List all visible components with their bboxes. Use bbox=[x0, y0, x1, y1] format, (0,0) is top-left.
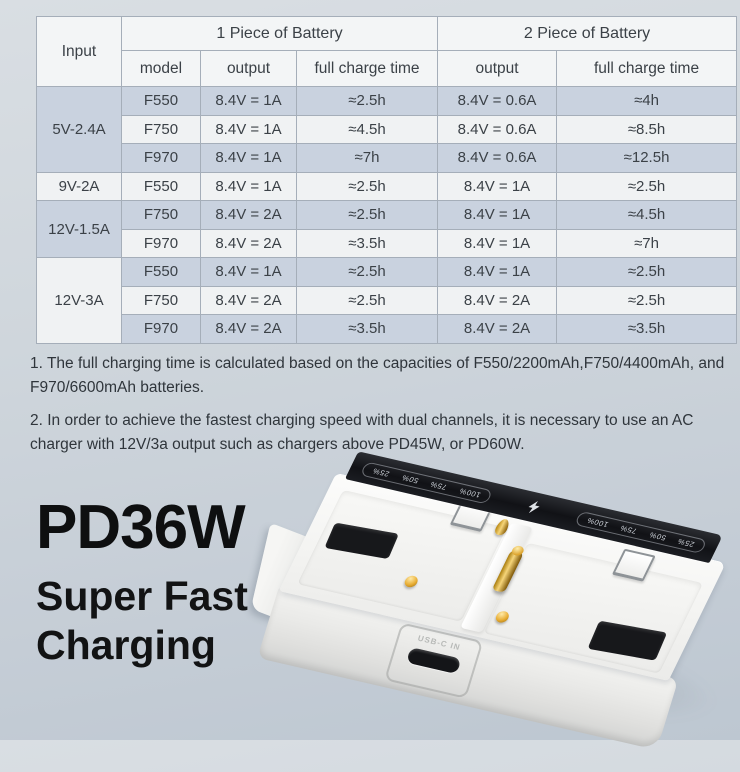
charge-indicator-strip: 25% 50% 75% 100% 100% 75% 50% 25% bbox=[344, 451, 723, 564]
headline: PD36W Super Fast Charging bbox=[36, 496, 248, 670]
input-group-5v: 5V-2.4A bbox=[36, 86, 122, 173]
table-row: F970 8.4V = 1A ≈7h 8.4V = 0.6A ≈12.5h bbox=[37, 143, 738, 173]
cell-time-2: ≈2.5h bbox=[556, 257, 738, 287]
cell-output-1: 8.4V = 1A bbox=[200, 143, 297, 173]
input-group-12v-15: 12V-1.5A bbox=[36, 200, 122, 258]
cell-output-2: 8.4V = 0.6A bbox=[437, 86, 558, 116]
cell-model: F750 bbox=[121, 200, 201, 230]
table-row: F750 8.4V = 1A ≈4.5h 8.4V = 0.6A ≈8.5h bbox=[37, 114, 738, 144]
cell-time-2: ≈4h bbox=[556, 86, 738, 116]
table-row: F970 8.4V = 2A ≈3.5h 8.4V = 1A ≈7h bbox=[37, 228, 738, 258]
header-full-charge-time-2: full charge time bbox=[556, 50, 738, 87]
cell-time-2: ≈3.5h bbox=[556, 314, 738, 344]
battery-slot-icon bbox=[324, 522, 399, 560]
header-group-1-piece: 1 Piece of Battery bbox=[120, 16, 439, 51]
battery-clip-icon bbox=[611, 548, 656, 582]
cell-output-1: 8.4V = 2A bbox=[200, 314, 297, 344]
cell-model: F550 bbox=[121, 86, 201, 116]
cell-time-1: ≈2.5h bbox=[295, 86, 439, 116]
cell-output-1: 8.4V = 1A bbox=[200, 114, 297, 144]
cell-output-1: 8.4V = 2A bbox=[200, 200, 297, 230]
cell-time-2: ≈2.5h bbox=[556, 285, 738, 315]
header-group-2-piece: 2 Piece of Battery bbox=[437, 16, 738, 51]
cell-time-2: ≈8.5h bbox=[556, 114, 738, 144]
cell-model: F750 bbox=[121, 285, 201, 315]
table-row: 5V-2.4A F550 8.4V = 1A ≈2.5h 8.4V = 0.6A… bbox=[36, 86, 738, 173]
cell-output-1: 8.4V = 1A bbox=[200, 257, 297, 287]
table-row: 9V-2A F550 8.4V = 1A ≈2.5h 8.4V = 1A ≈2.… bbox=[36, 171, 738, 201]
cell-time-2: ≈7h bbox=[556, 228, 738, 258]
note-2: 2. In order to achieve the fastest charg… bbox=[30, 412, 694, 453]
header-model: model bbox=[121, 50, 201, 87]
cell-time-1: ≈2.5h bbox=[295, 171, 439, 201]
cell-time-1: ≈4.5h bbox=[295, 114, 439, 144]
product-title: PD36W bbox=[36, 493, 246, 562]
contact-pin-icon bbox=[402, 574, 420, 589]
cell-output-1: 8.4V = 2A bbox=[200, 228, 297, 258]
percent-label: 50% bbox=[647, 529, 668, 542]
cell-time-1: ≈7h bbox=[295, 143, 439, 173]
cell-model: F970 bbox=[121, 228, 201, 258]
cell-output-1: 8.4V = 1A bbox=[200, 86, 297, 116]
lightning-bolt-icon bbox=[528, 500, 540, 514]
percent-label: 50% bbox=[399, 472, 420, 485]
percent-label: 100% bbox=[457, 485, 483, 499]
cell-output-2: 8.4V = 1A bbox=[437, 171, 558, 201]
percent-label: 25% bbox=[676, 536, 697, 549]
cell-output-1: 8.4V = 1A bbox=[200, 171, 297, 201]
cell-time-2: ≈12.5h bbox=[556, 143, 738, 173]
cell-time-1: ≈2.5h bbox=[295, 257, 439, 287]
cell-time-1: ≈3.5h bbox=[295, 314, 439, 344]
percent-label: 75% bbox=[428, 479, 449, 492]
input-group-9v: 9V-2A bbox=[36, 171, 122, 201]
cell-output-2: 8.4V = 0.6A bbox=[437, 143, 558, 173]
input-group-12v-3: 12V-3A bbox=[36, 257, 122, 344]
cell-output-2: 8.4V = 0.6A bbox=[437, 114, 558, 144]
contact-pin-icon bbox=[493, 610, 511, 624]
cell-time-1: ≈3.5h bbox=[295, 228, 439, 258]
percent-label: 100% bbox=[585, 515, 611, 529]
note-1: 1. The full charging time is calculated … bbox=[30, 355, 725, 396]
table-row: F970 8.4V = 2A ≈3.5h 8.4V = 2A ≈3.5h bbox=[37, 314, 738, 344]
cell-time-2: ≈4.5h bbox=[556, 200, 738, 230]
cell-output-2: 8.4V = 1A bbox=[437, 257, 558, 287]
product-subtitle-line1: Super Fast bbox=[36, 573, 248, 619]
cell-output-2: 8.4V = 2A bbox=[437, 314, 558, 344]
cell-model: F550 bbox=[121, 257, 201, 287]
cell-output-1: 8.4V = 2A bbox=[200, 285, 297, 315]
table-row: 12V-1.5A F750 8.4V = 2A ≈2.5h 8.4V = 1A … bbox=[36, 200, 738, 258]
header-output-1: output bbox=[200, 50, 297, 87]
cell-model: F970 bbox=[121, 314, 201, 344]
header-input: Input bbox=[36, 16, 122, 87]
cell-output-2: 8.4V = 1A bbox=[437, 200, 558, 230]
charger-photo: USB-C IN 25% 50% 75% bbox=[250, 439, 727, 767]
spec-table: Input 1 Piece of Battery 2 Piece of Batt… bbox=[36, 16, 738, 344]
usb-c-port-icon bbox=[406, 647, 462, 675]
footnotes: 1. The full charging time is calculated … bbox=[30, 352, 732, 466]
cell-model: F550 bbox=[121, 171, 201, 201]
cell-time-1: ≈2.5h bbox=[295, 200, 439, 230]
cell-output-2: 8.4V = 2A bbox=[437, 285, 558, 315]
percent-label: 25% bbox=[371, 465, 392, 478]
header-full-charge-time-1: full charge time bbox=[295, 50, 439, 87]
product-subtitle-line2: Charging bbox=[36, 622, 216, 668]
header-output-2: output bbox=[437, 50, 558, 87]
cell-model: F970 bbox=[121, 143, 201, 173]
cell-time-2: ≈2.5h bbox=[556, 171, 738, 201]
table-row: F750 8.4V = 2A ≈2.5h 8.4V = 2A ≈2.5h bbox=[37, 285, 738, 315]
cell-output-2: 8.4V = 1A bbox=[437, 228, 558, 258]
cell-model: F750 bbox=[121, 114, 201, 144]
cell-time-1: ≈2.5h bbox=[295, 285, 439, 315]
product-infographic: Input 1 Piece of Battery 2 Piece of Batt… bbox=[0, 0, 740, 740]
battery-slot-icon bbox=[587, 620, 668, 661]
percent-label: 75% bbox=[618, 523, 640, 536]
table-row: 12V-3A F550 8.4V = 1A ≈2.5h 8.4V = 1A ≈2… bbox=[36, 257, 738, 344]
